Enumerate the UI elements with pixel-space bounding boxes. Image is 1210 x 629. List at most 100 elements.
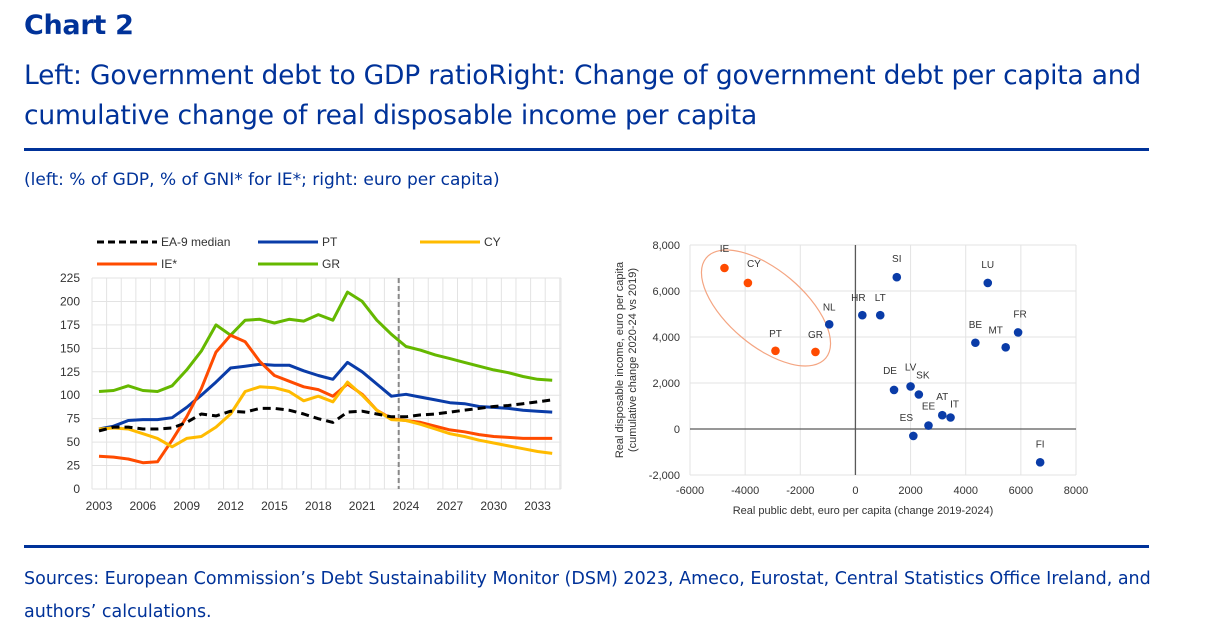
sources-note: Sources: European Commission’s Debt Sust… [24,569,1151,622]
left-chart-grid [91,277,562,490]
scatter-point-label: LU [981,260,994,271]
x-tick-label: 2027 [437,499,464,513]
scatter-y-axis-label-line1: Real disposable income, euro per capita [614,261,626,458]
series-line-gr [98,290,553,393]
x-tick-label: 2003 [86,499,113,513]
y-tick-label: 150 [60,341,80,355]
scatter-x-tick-label: -6000 [676,485,704,497]
scatter-x-tick-label: -4000 [731,485,759,497]
legend-label: CY [484,235,501,249]
scatter-x-tick-label: 8000 [1064,485,1088,497]
y-tick-label: 200 [60,294,80,308]
scatter-point-label: SI [892,254,901,265]
legend-label: EA-9 median [161,235,230,249]
series-line-cy [98,380,553,455]
x-tick-label: 2015 [261,499,288,513]
y-tick-label: 75 [67,412,81,426]
y-tick-label: 175 [60,318,80,332]
scatter-point-label: PT [769,329,782,340]
scatter-y-tick-label: 8,000 [652,240,680,252]
scatter-y-tick-label: 0 [674,424,680,436]
y-tick-label: 100 [60,388,80,402]
scatter-x-ticks: -6000 -4000 -2000 0 2000 4000 6000 8000 [676,485,1088,497]
scatter-point-pt [771,346,780,356]
scatter-point-lu [983,278,993,288]
scatter-point-label: FR [1013,309,1026,320]
scatter-point-label: DE [883,366,897,377]
scatter-point-es [909,431,918,441]
scatter-point-label: MT [988,325,1002,336]
left-chart-legend: EA-9 median PT CY IE* GR [97,235,501,271]
units-note: (left: % of GDP, % of GNI* for IE*; righ… [24,170,500,190]
right-scatter-chart: -2,000 0 2,000 4,000 6,000 8,000 -6000 -4000 -2… [614,240,1088,517]
scatter-point-ee [924,421,933,430]
y-tick-label: 0 [73,482,80,496]
x-tick-label: 2030 [480,499,507,513]
scatter-point-label: IE [720,244,730,255]
scatter-point-label: HR [851,293,865,304]
scatter-point-label: NL [823,302,836,313]
scatter-axes [690,245,1076,475]
scatter-y-tick-label: 4,000 [652,332,680,344]
left-chart-x-ticks: 2003 2006 2009 2012 2015 2018 2021 2024 2027 2030… [86,499,552,513]
scatter-point-nl [824,320,834,329]
scatter-point-cy [743,278,753,288]
scatter-point-gr [811,347,820,357]
scatter-point-label: IT [950,400,959,411]
footer-divider [24,545,1149,548]
series-line-ie [98,333,553,465]
scatter-x-tick-label: 6000 [1009,485,1033,497]
scatter-point-label: EE [922,402,936,413]
scatter-point-fr [1013,328,1023,337]
scatter-point-at [937,410,947,420]
scatter-point-it [946,413,955,422]
y-tick-label: 50 [67,435,81,449]
scatter-y-tick-label: 6,000 [652,286,680,298]
scatter-point-label: ES [900,413,914,424]
scatter-point-hr [858,310,867,320]
scatter-x-tick-label: 0 [852,485,858,497]
y-tick-label: 225 [60,271,80,285]
legend-label: PT [322,235,338,249]
y-tick-label: 25 [67,459,81,473]
scatter-point-de [889,385,899,395]
scatter-y-axis-label-line2: (cumulative change 2020-24 vs 2019) [627,268,639,452]
scatter-point-label: LT [875,293,886,304]
x-tick-label: 2009 [173,499,200,513]
scatter-x-tick-label: 2000 [898,485,922,497]
x-tick-label: 2012 [217,499,244,513]
scatter-point-lv [906,382,915,391]
x-tick-label: 2024 [393,499,420,513]
scatter-x-axis-label: Real public debt, euro per capita (chang… [733,505,994,517]
chart-label: Chart 2 [24,10,134,41]
chart-title: Left: Government debt to GDP ratioRight:… [24,60,1141,131]
scatter-point-sk [914,390,924,399]
title-divider [24,148,1149,151]
scatter-x-tick-label: -2000 [786,485,814,497]
scatter-point-label: BE [969,320,983,331]
x-tick-label: 2006 [130,499,157,513]
x-tick-label: 2021 [349,499,376,513]
scatter-point-mt [1001,343,1010,352]
scatter-point-label: SK [916,371,930,382]
scatter-y-tick-label: 2,000 [652,378,680,390]
legend-label: IE* [161,257,177,271]
left-chart-series [98,290,553,465]
scatter-point-ie [720,263,729,273]
scatter-point-label: AT [936,392,948,403]
left-chart-y-ticks: 0 25 50 75 100 125 150 175 200 225 [60,271,80,496]
scatter-x-tick-label: 4000 [953,485,977,497]
highlight-group-ellipse [700,249,832,367]
scatter-point-fi [1035,458,1045,467]
scatter-point-si [892,272,902,282]
scatter-point-be [971,338,980,348]
scatter-y-tick-label: -2,000 [649,470,680,482]
legend-label: GR [322,257,340,271]
x-tick-label: 2018 [305,499,332,513]
scatter-point-lt [875,310,885,320]
scatter-point-label: CY [747,259,761,270]
scatter-y-ticks: -2,000 0 2,000 4,000 6,000 8,000 [649,240,680,482]
series-line-pt [98,360,553,431]
y-tick-label: 125 [60,365,80,379]
